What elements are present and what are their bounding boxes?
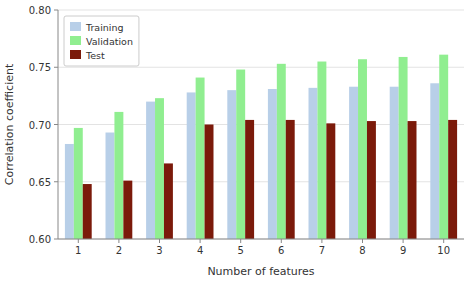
legend-box <box>64 16 139 66</box>
x-tick-label: 5 <box>238 245 244 256</box>
bar <box>155 98 164 239</box>
legend-label: Test <box>85 50 105 61</box>
bar <box>439 55 448 239</box>
legend-label: Validation <box>86 36 133 47</box>
bars <box>65 55 457 239</box>
y-tick-label: 0.80 <box>29 5 51 16</box>
bar <box>106 133 115 239</box>
bar <box>430 83 439 239</box>
bar <box>245 120 254 239</box>
chart: 0.60 0.65 0.70 0.75 0.80 1 2 3 4 5 6 7 8 9 10 Number of… <box>0 0 474 281</box>
y-tick <box>54 10 58 11</box>
bar <box>74 128 83 239</box>
y-tick <box>54 239 58 240</box>
bar <box>399 57 408 239</box>
legend-swatch <box>70 22 81 31</box>
y-axis: 0.60 0.65 0.70 0.75 0.80 <box>29 5 58 245</box>
x-tick <box>240 239 241 243</box>
y-tick-label: 0.70 <box>29 120 51 131</box>
x-tick <box>403 239 404 243</box>
bar <box>408 121 417 239</box>
bar <box>83 184 92 239</box>
legend-swatch <box>70 50 81 59</box>
y-tick <box>54 181 58 182</box>
legend: Training Validation Test <box>64 16 139 66</box>
bar <box>164 163 173 239</box>
y-tick <box>54 124 58 125</box>
bar <box>196 78 205 239</box>
bar-series <box>65 83 439 239</box>
bar <box>317 62 326 239</box>
x-tick-label: 2 <box>116 245 122 256</box>
x-tick <box>78 239 79 243</box>
x-tick-label: 10 <box>437 245 450 256</box>
legend-swatch <box>70 36 81 45</box>
bar <box>268 89 277 239</box>
bar <box>309 88 318 239</box>
bar <box>114 112 123 239</box>
x-tick-label: 4 <box>197 245 203 256</box>
x-tick-label: 6 <box>278 245 284 256</box>
y-tick-label: 0.65 <box>29 177 51 188</box>
y-tick-label: 0.75 <box>29 62 51 73</box>
x-axis-label: Number of features <box>207 265 314 278</box>
x-tick-label: 9 <box>400 245 406 256</box>
bar-series <box>74 55 448 239</box>
bar <box>367 121 376 239</box>
x-axis: 1 2 3 4 5 6 7 8 9 10 <box>75 239 450 256</box>
bar <box>146 102 155 239</box>
x-tick-label: 7 <box>319 245 325 256</box>
bar <box>277 64 286 239</box>
x-tick <box>200 239 201 243</box>
y-axis-line <box>58 10 59 239</box>
x-tick <box>321 239 322 243</box>
x-tick <box>362 239 363 243</box>
bar <box>123 181 132 239</box>
bar <box>236 70 245 239</box>
y-axis-label: Correlation coefficient <box>3 63 16 185</box>
y-tick-label: 0.60 <box>29 234 51 245</box>
bar-series <box>83 120 457 239</box>
bar <box>326 123 335 239</box>
x-tick <box>118 239 119 243</box>
bar <box>349 87 358 239</box>
bar <box>358 59 367 239</box>
grid-line <box>58 10 464 11</box>
bar <box>205 125 214 240</box>
x-tick-label: 1 <box>75 245 81 256</box>
x-tick <box>443 239 444 243</box>
bar <box>187 92 196 239</box>
legend-label: Training <box>85 22 124 33</box>
x-tick <box>159 239 160 243</box>
bar <box>390 87 399 239</box>
bar <box>65 144 74 239</box>
bar <box>227 90 236 239</box>
x-tick-label: 3 <box>156 245 162 256</box>
x-tick-label: 8 <box>359 245 365 256</box>
bar <box>448 120 457 239</box>
y-tick <box>54 67 58 68</box>
x-tick <box>281 239 282 243</box>
bar <box>286 120 295 239</box>
chart-container: 0.60 0.65 0.70 0.75 0.80 1 2 3 4 5 6 7 8 9 10 Number of… <box>0 0 474 281</box>
